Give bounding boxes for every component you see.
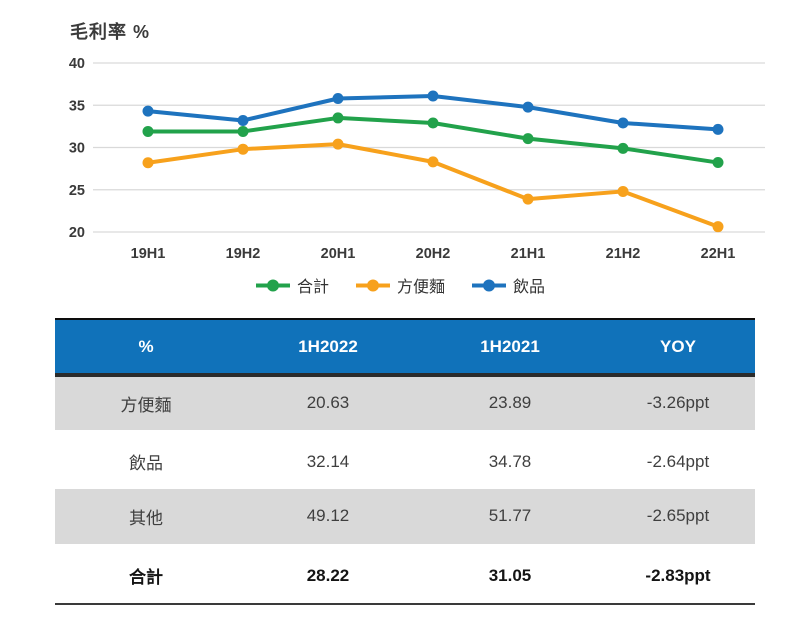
row-label: 其他 (55, 489, 237, 549)
svg-text:19H2: 19H2 (226, 246, 261, 262)
chart-legend: 合計 方便麵 飲品 (0, 273, 800, 297)
cell-1h2022: 32.14 (306, 451, 350, 471)
table-row-noodles: 方便麵 20.63 23.89 -3.26ppt (55, 375, 755, 435)
svg-text:35: 35 (69, 98, 85, 114)
table-header-percent: % (55, 320, 237, 377)
line-chart: 40 35 30 25 20 19H1 19H2 20H1 20H2 21H1 21H2 22H1 (69, 56, 765, 262)
cell-yoy: -2.64ppt (646, 451, 710, 471)
cell-1h2021: 23.89 (419, 375, 601, 435)
row-label: 合計 (129, 568, 163, 588)
cell-1h2021: 51.77 (419, 489, 601, 549)
cell-1h2021: 34.78 (488, 451, 532, 471)
svg-text:21H2: 21H2 (606, 246, 641, 262)
legend-marker-beverages-icon (472, 279, 506, 291)
table-header-yoy: YOY (601, 320, 755, 377)
chart-title: 毛利率 % (70, 22, 151, 42)
legend-marker-noodles-icon (355, 279, 390, 291)
cell-yoy: -3.26ppt (601, 375, 755, 435)
table-header-row: % 1H2022 1H2021 YOY (55, 320, 755, 377)
legend-label-total: 合計 (296, 279, 329, 296)
legend-marker-total-icon (255, 279, 290, 291)
svg-text:19H1: 19H1 (131, 246, 166, 262)
cell-1h2022: 28.22 (306, 565, 350, 585)
svg-text:25: 25 (69, 183, 85, 199)
svg-text:20: 20 (69, 225, 85, 241)
svg-text:22H1: 22H1 (701, 246, 736, 262)
table-header-1h2021: 1H2021 (419, 320, 601, 377)
table-row-others: 其他 49.12 51.77 -2.65ppt (55, 489, 755, 549)
cell-yoy: -2.65ppt (601, 489, 755, 549)
legend-item-total: 合計 (255, 273, 329, 297)
legend-item-beverages: 飲品 (471, 273, 545, 297)
legend-label-beverages: 飲品 (513, 279, 546, 296)
cell-1h2021: 31.05 (488, 565, 532, 585)
legend-label-noodles: 方便麵 (396, 279, 445, 296)
svg-text:20H2: 20H2 (416, 246, 451, 262)
cell-1h2022: 20.63 (237, 375, 419, 435)
table-row-total: 合計 28.22 31.05 -2.83ppt (55, 546, 755, 603)
row-label: 方便麵 (55, 375, 237, 435)
table-header-1h2022: 1H2022 (237, 320, 419, 377)
cell-1h2022: 49.12 (237, 489, 419, 549)
svg-text:40: 40 (69, 56, 85, 72)
cell-yoy: -2.83ppt (645, 565, 711, 585)
svg-text:21H1: 21H1 (511, 246, 546, 262)
margin-table: % 1H2022 1H2021 YOY 方便麵 20.63 23.89 -3.2… (55, 318, 755, 605)
row-label: 飲品 (129, 454, 163, 474)
svg-text:30: 30 (69, 141, 85, 157)
table-row-beverages: 飲品 32.14 34.78 -2.64ppt (55, 432, 755, 489)
svg-text:20H1: 20H1 (321, 246, 356, 262)
legend-item-noodles: 方便麵 (355, 273, 445, 297)
